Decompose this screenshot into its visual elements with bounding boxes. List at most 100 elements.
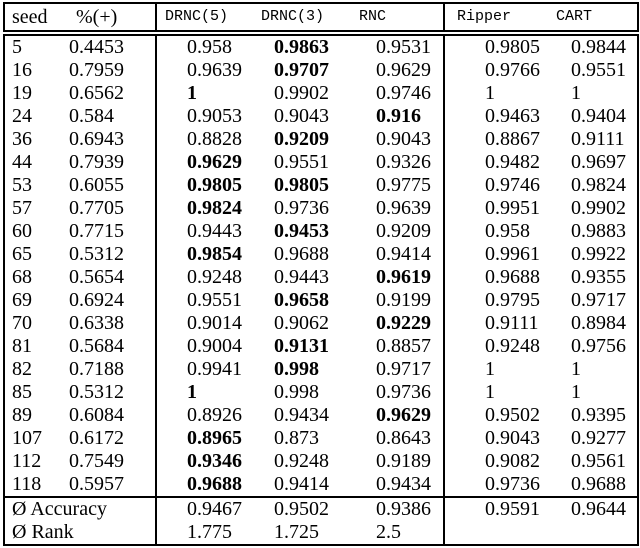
cell-ripper: 0.9688 <box>443 266 551 289</box>
cell-drnc5: 0.9004 <box>155 335 256 358</box>
cell-rnc: 0.9619 <box>376 266 431 288</box>
cell-seed: 107 <box>12 427 42 449</box>
cell-pctpos: 0.7705 <box>69 197 124 219</box>
cell-pctpos: 0.5312 <box>69 243 124 265</box>
cell-ripper: 0.9111 <box>443 312 551 335</box>
seed-row: 44 0.7939 0.9629 0.9551 0.9326 0.9482 0.9697 <box>4 151 638 174</box>
col-header-cart: CART <box>551 3 638 36</box>
cell-seed: 24 <box>12 105 32 127</box>
cell-ripper: 0.9736 <box>443 473 551 497</box>
cell-seed: 60 <box>12 220 32 242</box>
cell-ripper: 0.9482 <box>443 151 551 174</box>
cell-cart: 1 <box>571 82 581 104</box>
col-header-drnc5: DRNC(5) <box>155 3 256 36</box>
cell-cart: 0.9883 <box>571 220 626 242</box>
cell-drnc3: 0.9805 <box>274 174 329 196</box>
table-body: 5 0.4453 0.958 0.9863 0.9531 0.9805 0.9844 16 0.… <box>4 33 638 497</box>
seed-row: 65 0.5312 0.9854 0.9688 0.9414 0.9961 0.9922 <box>4 243 638 266</box>
cell-drnc5: 0.9824 <box>155 197 256 220</box>
cell-rnc: 0.9189 <box>376 450 431 472</box>
summary-label: Ø Accuracy <box>4 496 156 521</box>
seed-row: 16 0.7959 0.9639 0.9707 0.9629 0.9766 0.9551 <box>4 59 638 82</box>
cell-seed: 89 <box>12 404 32 426</box>
summary-ripper <box>443 521 551 545</box>
cell-rnc: 0.9639 <box>376 197 431 219</box>
seed-row: 24 0.584 0.9053 0.9043 0.916 0.9463 0.9404 <box>4 105 638 128</box>
cell-rnc: 0.9746 <box>376 82 431 104</box>
cell-drnc3: 0.9688 <box>274 243 329 265</box>
cell-pctpos: 0.5957 <box>69 473 124 495</box>
seed-row: 60 0.7715 0.9443 0.9453 0.9209 0.958 0.9883 <box>4 220 638 243</box>
cell-cart: 0.9697 <box>571 151 626 173</box>
cell-cart: 0.9404 <box>571 105 626 127</box>
cell-cart: 1 <box>571 358 581 380</box>
cell-drnc5: 0.8926 <box>155 404 256 427</box>
results-table: seed %(+) DRNC(5) DRNC(3) RNC Ripper CAR… <box>3 2 639 546</box>
cell-drnc3: 0.9414 <box>274 473 329 495</box>
table-summary: Ø Accuracy 0.9467 0.9502 0.9386 0.9591 0.9644… <box>4 496 638 545</box>
cell-ripper: 0.9248 <box>443 335 551 358</box>
seed-row: 82 0.7188 0.9941 0.998 0.9717 1 1 <box>4 358 638 381</box>
seed-row: 57 0.7705 0.9824 0.9736 0.9639 0.9951 0.9902 <box>4 197 638 220</box>
cell-pctpos: 0.6055 <box>69 174 124 196</box>
cell-drnc3: 0.9658 <box>274 289 329 311</box>
cell-seed: 53 <box>12 174 32 196</box>
cell-ripper: 0.9795 <box>443 289 551 312</box>
summary-rnc: 0.9386 <box>351 496 444 521</box>
cell-ripper: 0.9502 <box>443 404 551 427</box>
cell-drnc3: 0.998 <box>274 358 319 380</box>
cell-drnc3: 0.9062 <box>274 312 329 334</box>
cell-ripper: 0.9082 <box>443 450 551 473</box>
cell-seed: 57 <box>12 197 32 219</box>
summary-drnc5: 1.775 <box>155 521 256 545</box>
cell-cart: 0.9277 <box>571 427 626 449</box>
cell-drnc3: 0.9248 <box>274 450 329 472</box>
cell-pctpos: 0.7188 <box>69 358 124 380</box>
cell-rnc: 0.9199 <box>376 289 431 311</box>
summary-ripper: 0.9591 <box>443 496 551 521</box>
cell-rnc: 0.9326 <box>376 151 431 173</box>
cell-drnc3: 0.9443 <box>274 266 329 288</box>
cell-drnc5: 0.9629 <box>155 151 256 174</box>
summary-label: Ø Rank <box>12 521 74 543</box>
seed-row: 53 0.6055 0.9805 0.9805 0.9775 0.9746 0.9824 <box>4 174 638 197</box>
cell-ripper: 0.9805 <box>443 33 551 59</box>
seed-row: 5 0.4453 0.958 0.9863 0.9531 0.9805 0.9844 <box>4 33 638 59</box>
cell-drnc3: 0.9863 <box>274 36 329 58</box>
cell-rnc: 0.9043 <box>376 128 431 150</box>
cell-cart: 0.9688 <box>571 473 626 495</box>
cell-pctpos: 0.7549 <box>69 450 124 472</box>
cell-rnc: 0.9629 <box>376 404 431 426</box>
cell-cart: 0.9551 <box>571 59 626 81</box>
cell-rnc: 0.9531 <box>376 36 431 58</box>
cell-cart: 0.9824 <box>571 174 626 196</box>
cell-ripper: 1 <box>443 82 551 105</box>
cell-drnc3: 0.9453 <box>274 220 329 242</box>
cell-drnc3: 0.9043 <box>274 105 329 127</box>
cell-pctpos: 0.7959 <box>69 59 124 81</box>
cell-drnc5: 0.9688 <box>155 473 256 497</box>
header-row: seed %(+) DRNC(5) DRNC(3) RNC Ripper CAR… <box>4 3 638 36</box>
cell-ripper: 0.8867 <box>443 128 551 151</box>
summary-cart <box>551 521 638 545</box>
cell-cart: 0.9717 <box>571 289 626 311</box>
cell-pctpos: 0.5654 <box>69 266 124 288</box>
cell-rnc: 0.9775 <box>376 174 431 196</box>
summary-drnc3: 1.725 <box>274 521 319 543</box>
cell-cart: 0.9922 <box>571 243 626 265</box>
cell-cart: 0.9902 <box>571 197 626 219</box>
cell-drnc3: 0.873 <box>274 427 319 449</box>
cell-seed: 16 <box>12 59 32 81</box>
cell-rnc: 0.8643 <box>376 427 431 449</box>
cell-pctpos: 0.5684 <box>69 335 124 357</box>
cell-drnc5: 0.9053 <box>155 105 256 128</box>
cell-drnc3: 0.998 <box>274 381 319 403</box>
cell-seed: 82 <box>12 358 32 380</box>
cell-pctpos: 0.6172 <box>69 427 124 449</box>
cell-seed: 44 <box>12 151 32 173</box>
seed-row: 70 0.6338 0.9014 0.9062 0.9229 0.9111 0.8984 <box>4 312 638 335</box>
cell-ripper: 0.9951 <box>443 197 551 220</box>
col-header-drnc3: DRNC(3) <box>256 3 351 36</box>
cell-drnc5: 0.8965 <box>155 427 256 450</box>
cell-rnc: 0.9434 <box>376 473 431 495</box>
